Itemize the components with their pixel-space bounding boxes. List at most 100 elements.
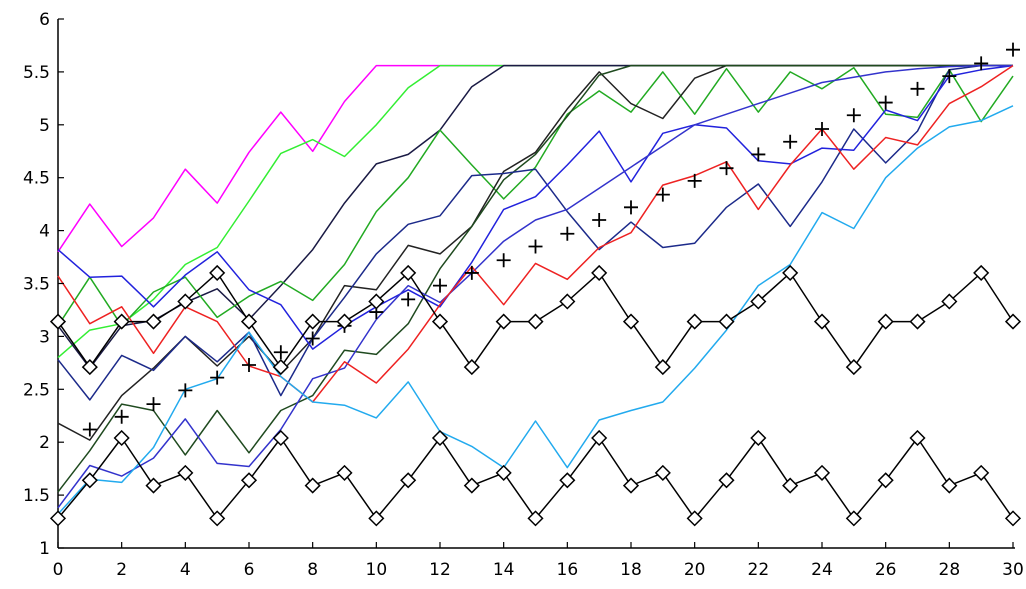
diamond-marker [622,477,640,494]
plus-marker [305,331,320,346]
series-line-7 [57,64,1013,401]
diamond-marker [877,472,894,489]
diamond-marker [750,293,767,310]
x-tick-label: 26 [875,560,897,580]
y-tick-label: 3.5 [23,275,50,295]
diamond-marker [177,293,194,310]
x-tick-label: 2 [116,560,127,580]
diamond-marker [527,510,544,527]
x-tick-label: 14 [493,560,515,580]
plus-marker [783,134,798,149]
x-tick-label: 16 [557,560,579,580]
diamond-marker [909,313,926,330]
diamond-marker [336,313,353,330]
chart-axes [57,19,1015,549]
plus-marker [719,161,734,176]
diamond-marker [973,264,990,281]
plus-marker [560,226,575,241]
diamond-marker [240,313,258,330]
diamond-marker [718,472,735,489]
plus-marker [624,200,638,215]
diamond-marker [909,429,926,447]
diamond-marker [591,429,608,447]
series-line-10 [57,64,1014,403]
y-tick-label: 1 [39,539,50,559]
y-tick-label: 1.5 [23,486,50,506]
plus-marker [592,213,607,228]
series-line-4 [57,66,1014,327]
plus-marker [210,370,225,385]
y-tick-label: 2 [39,433,50,453]
series-layer [57,64,1014,520]
series-line-8 [57,64,1014,350]
diamond-marker [431,313,449,330]
diamond-marker [145,313,162,330]
diamond-marker [495,464,512,481]
diamond-marker [81,359,98,376]
plus-marker [815,122,829,137]
diamond-marker [49,510,67,527]
y-tick-labels: 1 1.5 2 2.5 3 3.5 4 4.5 5 5.5 6 [23,10,64,559]
diamond-marker [718,313,735,330]
diamond-marker [113,429,130,447]
x-tick-label: 0 [53,560,64,580]
diamond-marker [559,293,576,310]
diamond-marker [845,510,862,527]
plus-marker [687,173,702,188]
diamond-marker [877,313,894,330]
diamond-marker [463,359,480,376]
diamond-marker [813,313,831,330]
diamond-marker [559,472,576,489]
series-line-1 [57,64,1013,253]
series-line-9 [57,64,1013,509]
diamond-marker [782,264,799,281]
y-tick-label: 3 [39,327,50,347]
plus-marker [846,108,861,123]
diamond-marker [527,313,544,330]
diamond-marker [941,293,958,310]
plus-marker [273,345,288,360]
x-tick-labels: 0 2 4 6 8 10 12 14 16 18 20 22 24 26 28 30 [53,542,1024,580]
series-line-6 [57,64,1013,493]
diamond-marker [654,359,671,376]
x-tick-label: 28 [939,560,961,580]
x-tick-label: 20 [684,560,706,580]
diamond-marker [49,313,67,330]
x-tick-label: 18 [620,560,642,580]
x-tick-label: 4 [180,560,191,580]
diamond-marker [240,472,258,489]
diamond-marker [686,313,703,330]
x-tick-label: 10 [366,560,388,580]
plus-marker [82,422,97,437]
x-tick-label: 22 [748,560,770,580]
y-tick-label: 2.5 [23,380,50,400]
plus-marker [146,397,161,412]
diamond-marker [591,264,608,281]
x-tick-label: 6 [244,560,255,580]
y-tick-label: 4.5 [23,169,50,189]
diamond-marker [941,477,958,494]
x-tick-label: 24 [811,560,833,580]
diamond-marker [209,510,226,527]
diamond-marker [400,264,417,281]
diamond-marker [81,472,98,489]
diamond-marker [622,313,640,330]
plus-marker [528,239,543,254]
diamond-marker [113,313,130,330]
plus-marker [242,357,256,372]
y-tick-label: 5 [39,116,50,136]
plus-marker [751,147,766,162]
plus-marker [910,81,925,96]
diamond-marker [845,359,862,376]
plus-marker [878,95,893,110]
diamond-marker [686,510,703,527]
diamond-marker [654,464,671,481]
plus-marker [178,383,193,398]
series-line-14 [57,437,1014,520]
y-tick-label: 5.5 [23,63,50,83]
diamond-marker [177,464,194,481]
diamond-marker [304,477,321,494]
diamond-marker [431,429,449,447]
plus-marker [496,253,511,268]
